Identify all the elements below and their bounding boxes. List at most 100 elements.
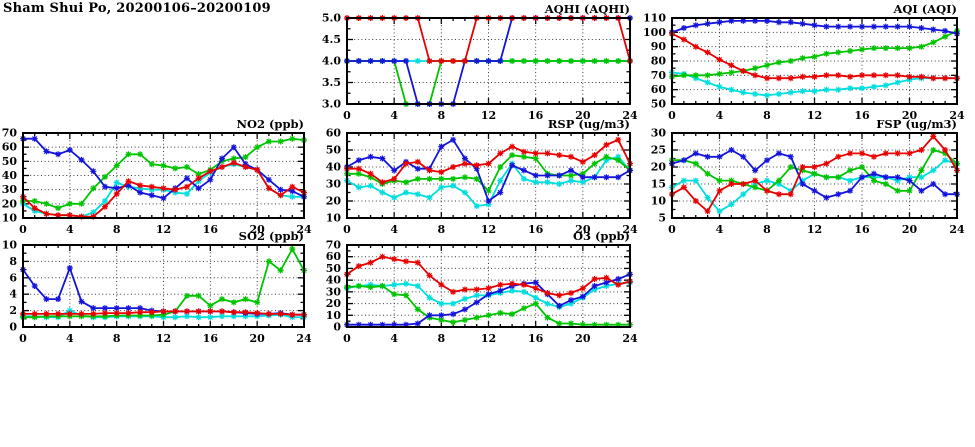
y-tick-label: 40: [326, 161, 342, 174]
x-tick-label: 12: [807, 223, 822, 236]
x-tick-label: 8: [113, 332, 121, 345]
x-tick-label: 8: [438, 332, 446, 345]
x-tick-label: 0: [343, 223, 351, 236]
y-tick-label: 70: [651, 69, 667, 82]
x-tick-label: 12: [481, 223, 496, 236]
y-tick-label: 4: [9, 288, 17, 301]
x-tick-label: 20: [575, 223, 591, 236]
chart-frame: [22, 132, 305, 219]
x-tick-label: 0: [343, 109, 351, 122]
y-tick-label: 10: [326, 212, 342, 225]
y-tick-label: 30: [326, 285, 342, 298]
y-tick-label: 30: [651, 127, 667, 140]
x-tick-label: 8: [763, 223, 771, 236]
chart-title: SO2 (ppb): [239, 229, 304, 243]
x-tick-label: 20: [250, 223, 266, 236]
x-tick-label: 16: [528, 332, 544, 345]
x-tick-label: 12: [807, 109, 822, 122]
y-tick-label: 70: [326, 239, 342, 252]
y-tick-label: 40: [326, 274, 342, 287]
y-tick-label: 0: [9, 321, 17, 334]
chart-frame: [346, 17, 631, 105]
x-tick-label: 8: [763, 109, 771, 122]
y-tick-label: 90: [651, 40, 667, 53]
x-tick-label: 24: [622, 332, 638, 345]
x-tick-label: 20: [575, 109, 591, 122]
x-tick-label: 24: [622, 223, 638, 236]
plot-fsp: 5 10 15 20 25 30 0 4 8 12 16 20 24 FSP (ug/m3): [651, 117, 965, 236]
y-tick-label: 4.5: [322, 33, 341, 46]
y-tick-label: 5: [658, 212, 666, 225]
chart-title: AQI (AQI): [892, 2, 957, 16]
y-tick-label: 25: [651, 144, 666, 157]
chart-frame: [671, 132, 958, 219]
x-tick-label: 4: [66, 223, 74, 236]
x-tick-label: 8: [438, 109, 446, 122]
chart-frame: [671, 17, 958, 105]
x-tick-label: 0: [19, 332, 27, 345]
x-tick-label: 12: [156, 223, 171, 236]
x-tick-label: 16: [203, 332, 219, 345]
y-tick-label: 4.0: [322, 55, 341, 68]
chart-frame: [22, 244, 305, 328]
x-tick-label: 16: [528, 223, 544, 236]
chart-title: NO2 (ppb): [236, 117, 304, 131]
x-tick-label: 0: [668, 223, 676, 236]
y-tick-label: 100: [643, 26, 666, 39]
x-tick-label: 8: [113, 223, 121, 236]
y-tick-label: 50: [651, 98, 667, 111]
x-tick-label: 24: [949, 223, 965, 236]
y-tick-label: 20: [326, 297, 342, 310]
y-tick-label: 60: [2, 141, 18, 154]
y-tick-label: 40: [2, 169, 18, 182]
y-tick-label: 80: [651, 55, 667, 68]
x-tick-label: 12: [156, 332, 171, 345]
y-tick-label: 50: [2, 155, 18, 168]
x-tick-label: 4: [390, 332, 398, 345]
x-tick-label: 4: [716, 109, 724, 122]
plot-rsp: 10 20 30 40 50 60 0 4 8 12 16 20 24 RSP (ug/m3): [326, 117, 638, 236]
chart-frame: [346, 132, 631, 219]
y-tick-label: 2: [9, 304, 17, 317]
x-tick-label: 20: [902, 109, 918, 122]
chart-frame: [346, 244, 631, 328]
x-tick-label: 12: [481, 332, 496, 345]
x-tick-label: 20: [902, 223, 918, 236]
y-tick-label: 15: [651, 178, 666, 191]
y-tick-label: 60: [326, 127, 342, 140]
x-tick-label: 16: [854, 223, 870, 236]
y-tick-label: 10: [326, 309, 342, 322]
y-tick-label: 60: [651, 83, 667, 96]
y-tick-label: 50: [326, 262, 342, 275]
y-tick-label: 3.0: [322, 98, 341, 111]
chart-title: RSP (ug/m3): [548, 117, 630, 131]
y-tick-label: 110: [643, 12, 666, 25]
x-tick-label: 0: [668, 109, 676, 122]
x-tick-label: 16: [203, 223, 219, 236]
y-tick-label: 20: [326, 195, 342, 208]
x-tick-label: 16: [528, 109, 544, 122]
y-tick-label: 30: [326, 178, 342, 191]
x-tick-label: 0: [19, 223, 27, 236]
x-tick-label: 12: [481, 109, 496, 122]
chart-title: AQHI (AQHI): [544, 2, 630, 16]
y-tick-label: 3.5: [322, 76, 341, 89]
x-tick-label: 20: [575, 332, 591, 345]
y-tick-label: 0: [333, 321, 341, 334]
series-line-blue: [22, 265, 304, 316]
y-tick-label: 10: [651, 195, 667, 208]
y-tick-label: 8: [9, 255, 17, 268]
page-title: Sham Shui Po, 20200106–20200109: [3, 1, 271, 16]
x-tick-label: 16: [854, 109, 870, 122]
chart-aqhi: 3.0 3.5 4.0 4.5 5.0 0 4 8 12 16 20 24 AQHI (AQHI): [322, 2, 638, 122]
x-tick-label: 24: [949, 109, 965, 122]
x-tick-label: 24: [296, 332, 312, 345]
